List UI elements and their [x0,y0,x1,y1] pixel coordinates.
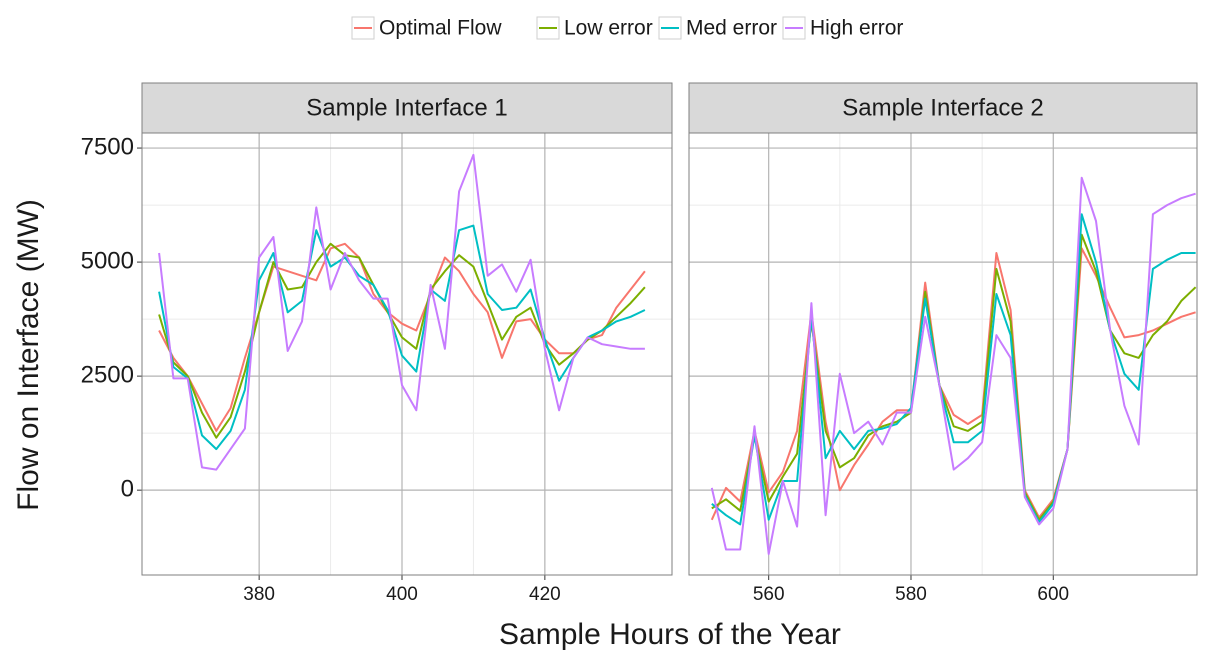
x-tick-label: 580 [895,584,927,605]
series-line [711,213,1196,526]
series-line [158,224,646,451]
x-tick-label: 380 [243,584,275,605]
strip [688,82,1198,134]
series-line [710,176,1196,555]
series-line [158,242,646,439]
series-line [158,242,646,432]
series-line [710,247,1196,521]
series-line [158,153,645,471]
panel [142,133,672,575]
legend-label: Med error [686,17,777,40]
x-tick-label: 600 [1037,584,1069,605]
y-tick-label: 7500 [81,133,134,160]
strip [141,82,673,134]
legend-label: High error [810,17,903,40]
y-tick-label: 2500 [81,361,134,388]
x-tick-label: 420 [529,584,561,605]
legend-label: Optimal Flow [379,17,502,40]
series-line [711,233,1197,521]
strip-title: Sample Interface 2 [842,94,1043,121]
legend-label: Low error [564,17,653,40]
x-tick-label: 560 [753,584,785,605]
panel-border [688,132,1198,576]
strip-title: Sample Interface 1 [306,94,507,121]
y-tick-label: 5000 [81,247,134,274]
x-tick-label: 400 [386,584,418,605]
y-axis-label: Flow on Interface (MW) [12,199,45,511]
panel [689,133,1197,575]
y-tick-label: 0 [121,476,134,503]
panel-border [141,132,673,576]
x-axis-label: Sample Hours of the Year [499,618,841,651]
